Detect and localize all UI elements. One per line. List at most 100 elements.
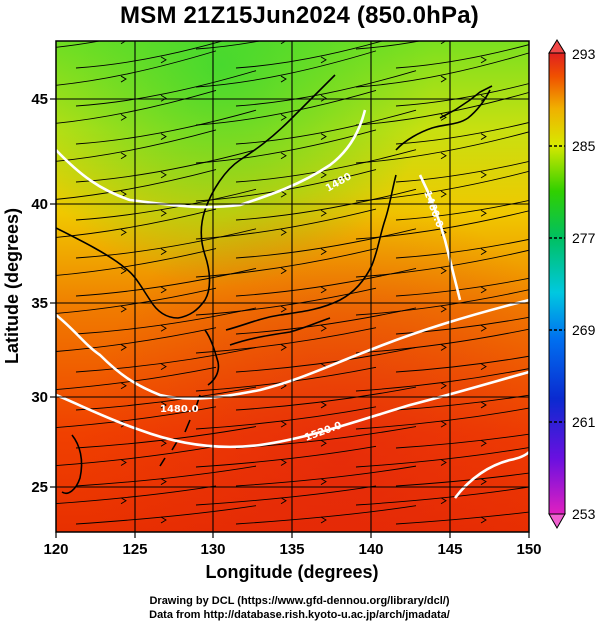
streamline-arrow bbox=[160, 401, 167, 409]
streamline-arrow bbox=[120, 497, 127, 505]
ryukyu-islands bbox=[159, 394, 201, 467]
streamline-arrow bbox=[440, 190, 447, 198]
streamline-arrow bbox=[280, 41, 287, 45]
streamline-arrow bbox=[160, 94, 167, 102]
streamline-arrow bbox=[120, 267, 127, 275]
streamline bbox=[355, 170, 529, 202]
streamline-arrow bbox=[440, 459, 447, 466]
streamline-arrow bbox=[440, 152, 447, 160]
streamline bbox=[395, 277, 529, 297]
streamline bbox=[395, 355, 529, 373]
streamline-arrow bbox=[320, 171, 327, 179]
streamline-arrow bbox=[440, 305, 447, 313]
x-tick-130: 130 bbox=[200, 541, 225, 558]
streamline bbox=[56, 485, 217, 505]
colorbar-scale bbox=[548, 52, 566, 515]
streamline bbox=[56, 406, 217, 428]
streamline-arrow bbox=[120, 382, 127, 390]
streamline bbox=[56, 129, 217, 162]
streamline bbox=[395, 44, 529, 69]
streamline bbox=[355, 52, 529, 88]
streamline bbox=[235, 109, 417, 145]
colorbar-label-261: 261 bbox=[572, 414, 596, 430]
streamline bbox=[355, 368, 529, 392]
colorbar-label-285: 285 bbox=[572, 138, 596, 154]
streamline bbox=[395, 394, 529, 411]
streamline-arrow bbox=[440, 344, 447, 351]
y-tick-30: 30 bbox=[31, 389, 48, 406]
streamline-arrow bbox=[120, 114, 127, 121]
streamline bbox=[75, 505, 257, 525]
streamline bbox=[56, 327, 217, 352]
streamline bbox=[395, 238, 529, 259]
streamline-arrow bbox=[480, 401, 487, 409]
streamline bbox=[395, 433, 529, 449]
x-axis: 120 125 130 135 140 145 150 Longitude (d… bbox=[43, 532, 542, 582]
streamline bbox=[75, 188, 257, 221]
streamline-arrow bbox=[160, 286, 167, 294]
y-axis-title: Latitude (degrees) bbox=[2, 208, 22, 364]
streamline bbox=[395, 511, 529, 525]
streamline-arrow bbox=[320, 439, 327, 447]
streamline bbox=[355, 289, 529, 316]
streamline bbox=[56, 50, 217, 86]
colorbar-label-253: 253 bbox=[572, 506, 596, 522]
streamline bbox=[355, 328, 529, 354]
streamline-arrow bbox=[160, 516, 167, 524]
streamline bbox=[235, 149, 417, 183]
streamline-arrow bbox=[280, 229, 287, 236]
streamline bbox=[56, 89, 217, 124]
streamline bbox=[235, 307, 417, 335]
streamline-arrow bbox=[160, 133, 167, 140]
streamline bbox=[355, 486, 529, 506]
streamline bbox=[355, 91, 529, 126]
streamline bbox=[56, 169, 217, 200]
streamline-arrow bbox=[280, 420, 287, 428]
streamline bbox=[355, 41, 423, 50]
footer-credit-drawing: Drawing by DCL (https://www.gfd-dennou.o… bbox=[149, 595, 450, 607]
streamline bbox=[235, 188, 417, 221]
streamline bbox=[195, 41, 263, 50]
streamline bbox=[355, 131, 529, 164]
streamline bbox=[75, 109, 257, 145]
streamline-arrow bbox=[280, 497, 287, 505]
streamline bbox=[355, 447, 529, 468]
streamline-arrow bbox=[280, 459, 287, 466]
contour-line-upper bbox=[56, 109, 367, 209]
wind-streamlines bbox=[56, 41, 529, 525]
colorbar-label-269: 269 bbox=[572, 322, 596, 338]
x-tick-125: 125 bbox=[122, 541, 147, 558]
streamline-arrow bbox=[160, 363, 167, 370]
streamline-arrow bbox=[160, 324, 167, 332]
japan-honshu-coastline bbox=[225, 174, 397, 331]
contour-line-middle bbox=[56, 298, 529, 400]
geopotential-contours bbox=[56, 109, 529, 499]
japan-honshu-south-coastline bbox=[229, 317, 331, 346]
streamline bbox=[195, 406, 377, 430]
streamline-arrow bbox=[280, 75, 287, 83]
streamline-arrow bbox=[480, 516, 487, 524]
contour-label-1480: 1480.0 bbox=[160, 404, 199, 415]
streamline bbox=[235, 386, 417, 411]
streamline-arrow bbox=[480, 478, 487, 486]
streamline bbox=[56, 287, 217, 314]
streamline bbox=[195, 287, 377, 316]
streamline-arrow bbox=[440, 75, 447, 83]
streamline bbox=[56, 366, 217, 390]
streamline-arrow bbox=[120, 41, 127, 45]
streamline-arrow bbox=[480, 133, 487, 140]
colorbar-label-293: 293 bbox=[572, 46, 596, 62]
footer-credit-data: Data from http://database.rish.kyoto-u.a… bbox=[149, 609, 450, 621]
korea-china-coastline bbox=[56, 74, 336, 319]
x-tick-145: 145 bbox=[437, 541, 462, 558]
streamline-arrow bbox=[440, 382, 447, 390]
streamline bbox=[195, 248, 377, 278]
streamline bbox=[395, 199, 529, 221]
plot-area: 1480.0 1520.0 1480 1480.0 bbox=[55, 40, 530, 533]
x-tick-120: 120 bbox=[43, 541, 68, 558]
streamline-arrow bbox=[480, 324, 487, 332]
streamline-arrow bbox=[480, 286, 487, 294]
coastlines bbox=[56, 74, 493, 494]
streamline-arrow bbox=[280, 114, 287, 121]
